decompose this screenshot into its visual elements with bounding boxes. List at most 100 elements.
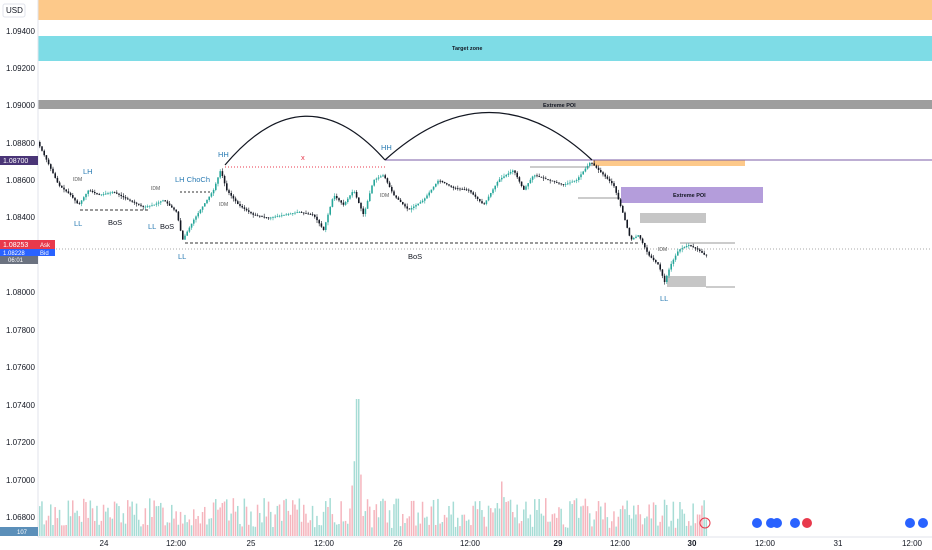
candle-body (133, 201, 136, 203)
volume-bar (622, 505, 624, 536)
volume-bar (39, 506, 41, 536)
candle-body (558, 182, 560, 184)
candle-body (87, 190, 89, 194)
volume-bar (432, 499, 435, 536)
price-tick-label: 1.09000 (6, 101, 35, 110)
currency-button[interactable] (2, 3, 26, 18)
volume-bar (184, 514, 186, 536)
event-icon-1[interactable] (752, 518, 762, 528)
marker-bos-2: BoS (160, 222, 174, 231)
volume-bar (426, 516, 428, 536)
candle-body (505, 174, 507, 177)
candle-body (186, 231, 188, 236)
candle-body (245, 208, 248, 211)
volume-bar (177, 524, 180, 536)
volume-bar (430, 506, 433, 536)
volume-bar (142, 524, 144, 536)
time-axis[interactable]: 24 12:00 25 12:00 26 12:00 29 12:00 30 12:00 31 12:… (100, 539, 923, 548)
volume-bar (644, 518, 646, 536)
candle-body (602, 172, 604, 175)
candle-body (69, 193, 72, 195)
candle-body (107, 193, 109, 194)
candle-body (217, 177, 219, 184)
candle-body (377, 177, 380, 179)
candle-body (305, 213, 307, 214)
volume-bar (485, 526, 488, 536)
event-icons[interactable] (699, 517, 928, 529)
time-tick-label: 25 (247, 539, 256, 548)
extreme-poi-upper-zone (38, 100, 932, 109)
candle-body (514, 170, 516, 173)
volume-bar (457, 517, 459, 536)
candle-body (274, 216, 276, 218)
candle-body (254, 214, 257, 216)
price-tick-label: 1.07800 (6, 326, 35, 335)
candle-body (221, 171, 224, 176)
volume-bar (558, 507, 560, 536)
candle-body (47, 159, 50, 165)
candle-body (237, 201, 239, 204)
candle-body (265, 217, 268, 218)
volume-bar (232, 498, 235, 536)
candle-body (540, 176, 543, 178)
event-icon-3[interactable] (772, 518, 782, 528)
volume-bar (597, 501, 600, 536)
volume-bar (397, 498, 400, 536)
marker-lh-1: LH (83, 167, 93, 176)
price-tick-label: 1.08400 (6, 213, 35, 222)
candle-body (204, 203, 206, 207)
volume-bar (342, 521, 345, 536)
volume-bar (116, 503, 118, 536)
candle-body (674, 255, 677, 260)
candle-body (624, 212, 626, 220)
candle-body (639, 235, 642, 239)
candle-body (199, 209, 202, 214)
volume-bar (250, 511, 252, 536)
candle-body (182, 230, 184, 240)
candle-body (228, 190, 230, 193)
volume-bar (617, 516, 620, 536)
event-icon-5[interactable] (905, 518, 915, 528)
candle-body (72, 195, 74, 198)
candle-body (692, 246, 694, 248)
candle-body (162, 200, 164, 202)
candle-body (303, 212, 305, 214)
lightning-icon[interactable] (699, 517, 711, 529)
volume-bar (507, 501, 510, 536)
event-icon-6[interactable] (918, 518, 928, 528)
candle-body (333, 196, 336, 200)
volume-bar (388, 510, 391, 536)
target-zone-label: Target zone (452, 46, 482, 52)
volume-bar (657, 525, 659, 536)
volume-bar (234, 511, 237, 536)
candle-body (635, 236, 637, 238)
candle-body (560, 183, 562, 185)
price-axis-bg[interactable] (0, 0, 38, 550)
candle-body (672, 259, 675, 264)
event-icon-4[interactable] (790, 518, 800, 528)
candle-body (270, 217, 272, 219)
volume-bar (54, 507, 56, 536)
volume-bar (303, 504, 305, 536)
flag-icon-1[interactable] (802, 518, 812, 528)
volume-bar (690, 525, 692, 536)
volume-bar (512, 512, 514, 536)
volume-bar (256, 504, 259, 536)
candle-body (415, 205, 417, 207)
volume-bar (274, 514, 276, 536)
volume-bar (118, 506, 120, 536)
volume-bar (360, 474, 362, 536)
volume-bar (94, 520, 96, 536)
volume-bar (347, 523, 349, 536)
volume-bar (252, 526, 254, 536)
price-tick-label: 1.08000 (6, 288, 35, 297)
volume-bar (300, 521, 303, 536)
volume-bar (399, 526, 402, 536)
candle-body (105, 193, 107, 195)
candle-body (580, 174, 582, 178)
volume-bar (536, 510, 538, 536)
volume-bar (190, 525, 193, 536)
candle-body (382, 175, 384, 177)
volume-bar (593, 519, 595, 536)
